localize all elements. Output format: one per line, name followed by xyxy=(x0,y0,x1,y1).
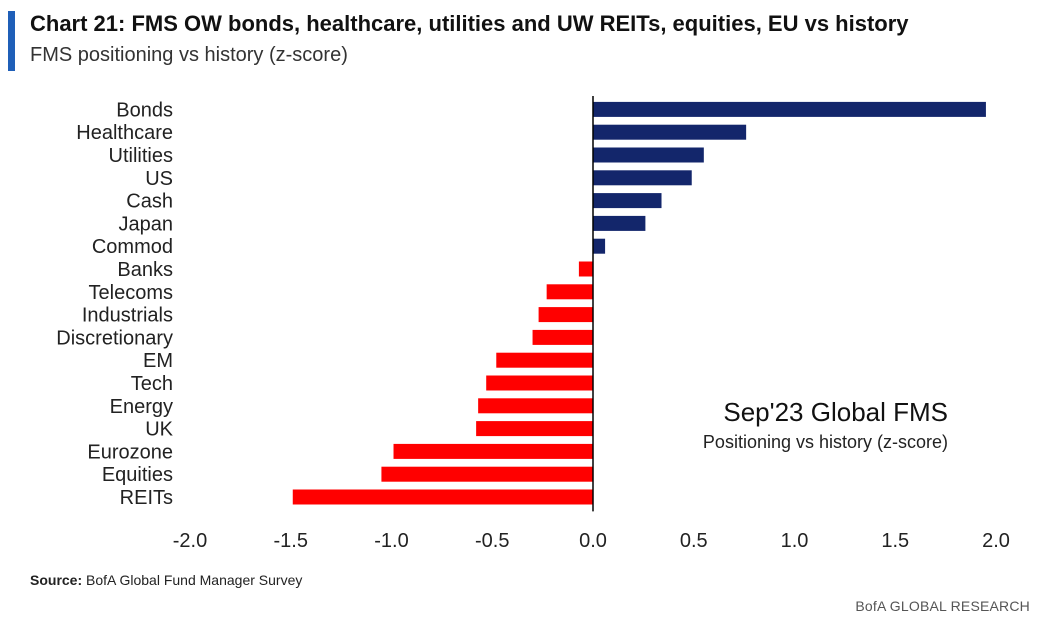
branding-text: BofA GLOBAL RESEARCH xyxy=(855,598,1030,614)
category-label: Tech xyxy=(131,373,173,395)
category-label: Telecoms xyxy=(89,282,173,304)
x-tick-label: -0.5 xyxy=(475,530,509,552)
bar-utilities xyxy=(593,147,704,163)
bar-energy xyxy=(478,398,593,414)
x-tick-label: 0.0 xyxy=(579,530,607,552)
category-label: US xyxy=(145,168,173,190)
bar-eurozone xyxy=(393,443,593,459)
source-note: Source: BofA Global Fund Manager Survey xyxy=(30,572,302,588)
category-label: Discretionary xyxy=(56,327,173,349)
category-label: Commod xyxy=(92,236,173,258)
annotation-subtitle: Positioning vs history (z-score) xyxy=(703,432,948,452)
category-label: REITs xyxy=(120,487,173,509)
bar-uk xyxy=(476,421,593,437)
title-accent-bar xyxy=(8,11,15,71)
bar-commod xyxy=(593,238,606,254)
bar-us xyxy=(593,170,692,186)
category-label: Industrials xyxy=(82,305,173,327)
bar-equities xyxy=(381,466,593,482)
bar-japan xyxy=(593,215,646,231)
bar-banks xyxy=(578,261,593,277)
category-label: Bonds xyxy=(116,99,173,121)
x-tick-label: -2.0 xyxy=(173,530,207,552)
x-tick-label: 1.5 xyxy=(881,530,909,552)
x-tick-label: 0.5 xyxy=(680,530,708,552)
category-label: Equities xyxy=(102,464,173,486)
x-tick-label: 1.0 xyxy=(781,530,809,552)
bar-em xyxy=(496,352,593,368)
category-label: Healthcare xyxy=(76,122,173,144)
annotation-title: Sep'23 Global FMS xyxy=(723,397,948,427)
category-label: UK xyxy=(145,419,173,441)
bar-telecoms xyxy=(546,284,593,300)
category-label: Cash xyxy=(126,191,173,213)
bar-discretionary xyxy=(532,329,593,345)
bar-bonds xyxy=(593,101,986,117)
x-tick-label: 2.0 xyxy=(982,530,1010,552)
x-tick-label: -1.0 xyxy=(374,530,408,552)
bar-cash xyxy=(593,193,662,209)
category-label: Eurozone xyxy=(87,441,173,463)
category-label: Energy xyxy=(110,396,173,418)
bar-reits xyxy=(292,489,593,505)
bar-industrials xyxy=(538,307,593,323)
chart-subtitle: FMS positioning vs history (z-score) xyxy=(30,44,348,66)
category-label: EM xyxy=(143,350,173,372)
bar-chart: BondsHealthcareUtilitiesUSCashJapanCommo… xyxy=(56,96,1010,552)
bar-healthcare xyxy=(593,124,747,140)
category-label: Utilities xyxy=(109,145,173,167)
chart-title: Chart 21: FMS OW bonds, healthcare, util… xyxy=(30,11,909,36)
x-tick-label: -1.5 xyxy=(274,530,308,552)
source-label: Source: xyxy=(30,572,83,588)
bar-tech xyxy=(486,375,593,391)
source-text: BofA Global Fund Manager Survey xyxy=(86,572,303,588)
category-label: Japan xyxy=(119,213,174,235)
category-label: Banks xyxy=(117,259,173,281)
